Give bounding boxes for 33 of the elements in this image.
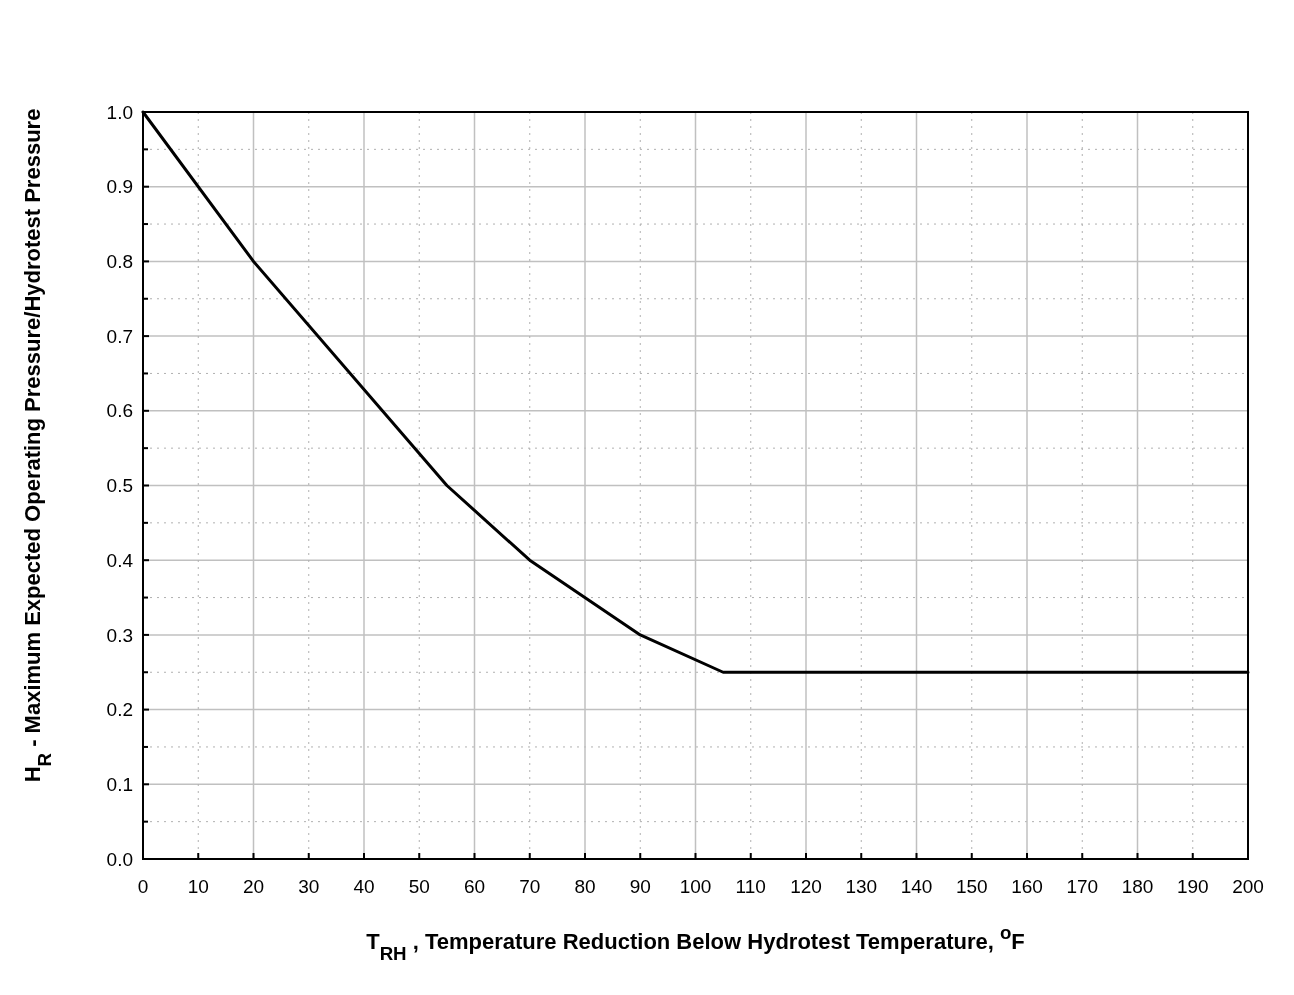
x-tick-label: 170 (1066, 876, 1099, 897)
x-tick-label: 130 (845, 876, 878, 897)
y-tick-label: 0.8 (106, 251, 133, 273)
y-tick-label: 0.2 (106, 699, 133, 721)
x-tick-label: 70 (519, 876, 541, 897)
x-tick-label: 120 (790, 876, 822, 897)
x-axis-title: T$_{RH}$ , Temperature Reduction Below Hydrotest Temperature, $^{o}$F (366, 921, 1025, 964)
x-tick-label: 150 (955, 876, 988, 897)
x-tick-label: 80 (574, 876, 596, 897)
x-tick-label: 50 (408, 876, 430, 897)
y-tick-label: 0.3 (106, 624, 133, 646)
x-tick-label: 110 (735, 876, 766, 897)
x-tick-label: 140 (900, 876, 933, 897)
y-tick-label: 0.0 (106, 848, 133, 870)
y-tick-label: 0.7 (106, 325, 133, 347)
y-tick-label: 0.9 (106, 176, 133, 198)
x-tick-label: 90 (629, 876, 651, 897)
y-tick-label: 0.5 (106, 475, 133, 497)
y-tick-label: 1.0 (106, 101, 133, 123)
x-tick-label: 0 (137, 876, 149, 897)
x-tick-label: 160 (1011, 876, 1043, 897)
y-tick-label: 0.1 (106, 773, 133, 795)
y-tick-label: 0.6 (106, 400, 133, 422)
x-tick-label: 30 (298, 876, 320, 897)
x-tick-label: 180 (1121, 876, 1154, 897)
x-tick-label: 10 (187, 876, 209, 897)
x-tick-label: 60 (463, 876, 486, 897)
x-tick-label: 190 (1176, 876, 1209, 897)
x-tick-label: 100 (679, 876, 712, 897)
x-tick-label: 40 (353, 876, 375, 897)
x-tick-label: 200 (1232, 876, 1264, 897)
y-tick-label: 0.4 (106, 549, 134, 571)
x-tick-label: 20 (242, 876, 265, 897)
